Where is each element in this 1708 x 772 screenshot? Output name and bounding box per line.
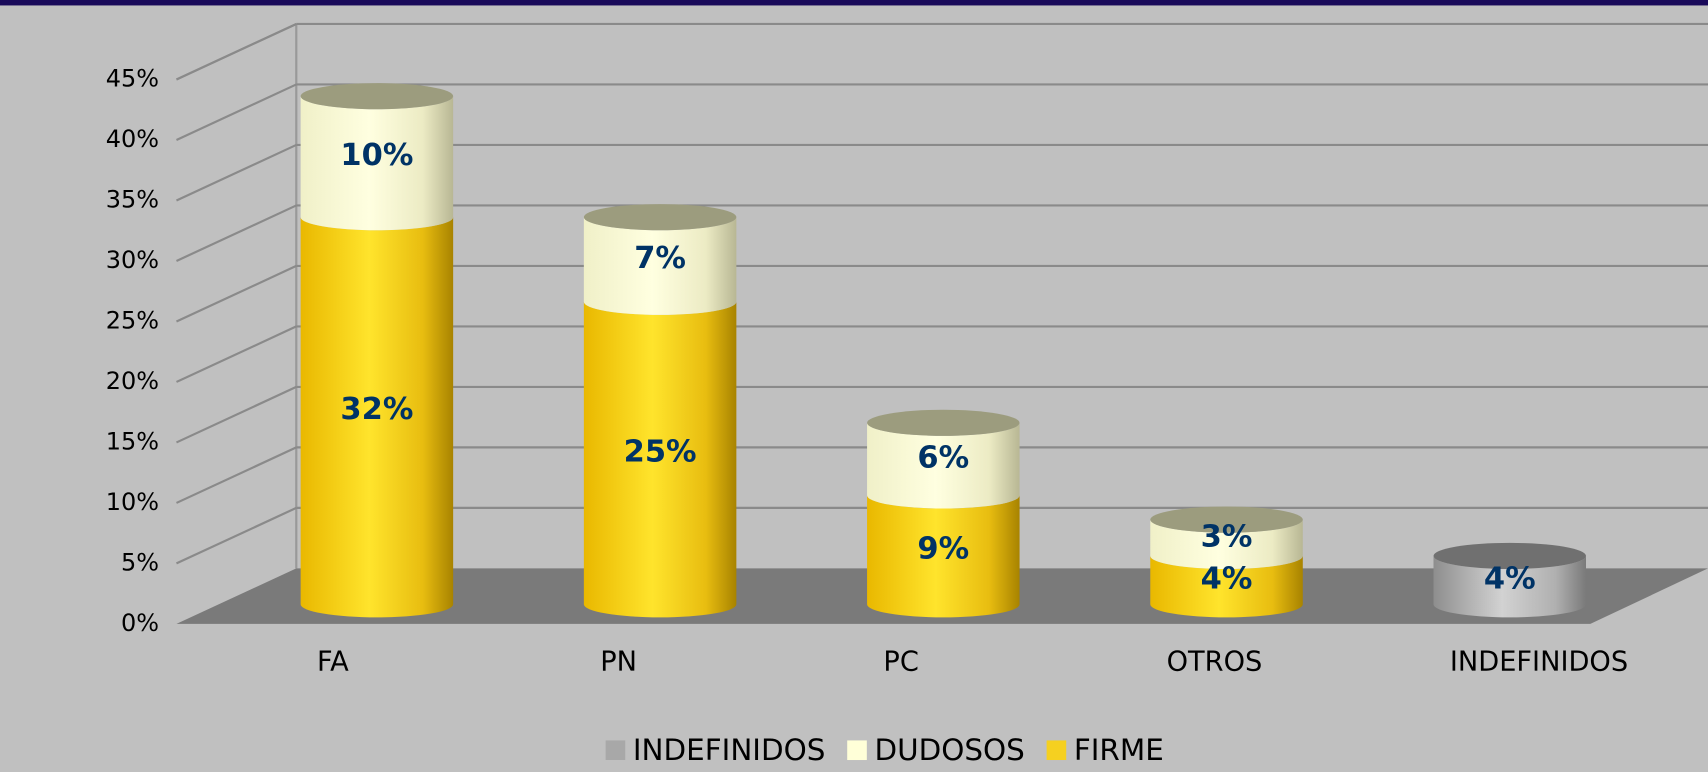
bar-segment: [300, 96, 454, 231]
grid-line-side: [176, 22, 297, 81]
y-tick-label: 40%: [106, 125, 159, 153]
grid-line-side: [176, 446, 297, 504]
value-label: 6%: [917, 441, 969, 476]
value-label: 32%: [340, 392, 413, 427]
value-label: 25%: [624, 435, 697, 470]
grid-line-side: [176, 264, 297, 323]
grid-line-side: [176, 143, 297, 202]
bar-top: [867, 409, 1020, 436]
value-label: 4%: [1201, 562, 1253, 597]
bar-segment: [1150, 555, 1303, 618]
bar-segment: [583, 301, 737, 618]
y-tick-label: 20%: [106, 367, 159, 395]
y-tick-label: 10%: [106, 488, 159, 516]
grid-line-side: [176, 83, 297, 141]
x-tick-label: PN: [600, 647, 637, 678]
y-tick-label: 5%: [121, 548, 159, 576]
grid-line-side: [176, 385, 297, 444]
y-tick-label: 15%: [106, 427, 159, 455]
bar-top: [300, 83, 454, 110]
x-tick-label: OTROS: [1167, 647, 1263, 678]
x-tick-label: FA: [317, 647, 349, 678]
value-label: 3%: [1201, 519, 1253, 554]
bar-segment: [583, 217, 737, 315]
legend-label: FIRME: [1074, 733, 1164, 767]
legend-swatch: [605, 740, 626, 761]
value-label: 7%: [634, 241, 686, 276]
y-tick-label: 25%: [106, 306, 159, 334]
x-tick-label: INDEFINIDOS: [1450, 647, 1628, 678]
bar-segment: [1150, 519, 1303, 569]
bar-top: [1150, 506, 1303, 533]
y-tick-label: 35%: [106, 185, 159, 213]
x-tick-label: PC: [883, 647, 918, 678]
y-tick-label: 30%: [106, 246, 159, 274]
bar-segment: [867, 422, 1020, 509]
grid-line-side: [176, 506, 297, 565]
grid-line-side: [176, 204, 297, 262]
bar-segment: [300, 217, 454, 618]
legend-swatch: [1046, 740, 1067, 761]
legend-label: DUDOSOS: [874, 733, 1024, 767]
value-label: 10%: [340, 138, 413, 173]
top-strip: [0, 0, 1708, 6]
bar-top: [1433, 542, 1586, 569]
y-tick-label: 0%: [121, 609, 159, 637]
grid-line-side: [176, 325, 297, 383]
bar-segment: [1433, 555, 1586, 618]
value-label: 4%: [1484, 562, 1536, 597]
bar-segment: [867, 495, 1020, 618]
value-label: 9%: [917, 531, 969, 566]
legend-swatch: [847, 740, 867, 761]
y-tick-label: 45%: [106, 64, 159, 92]
bar-top: [583, 204, 737, 231]
legend-label: INDEFINIDOS: [633, 733, 826, 767]
